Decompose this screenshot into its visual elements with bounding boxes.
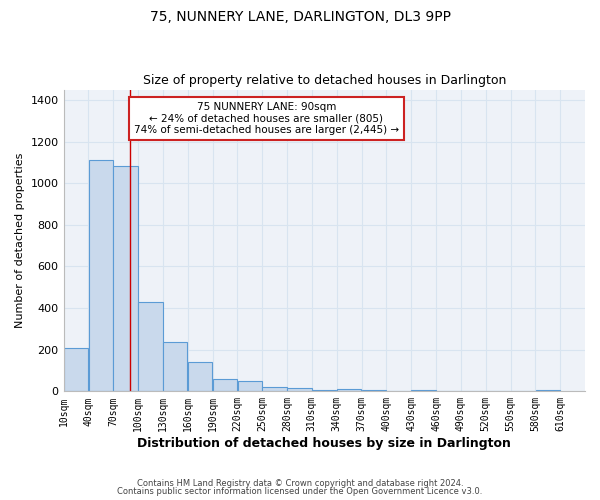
Bar bbox=[138, 302, 163, 392]
Bar bbox=[312, 390, 337, 392]
Text: Contains public sector information licensed under the Open Government Licence v3: Contains public sector information licen… bbox=[118, 487, 482, 496]
Bar bbox=[362, 390, 386, 392]
Y-axis label: Number of detached properties: Number of detached properties bbox=[15, 153, 25, 328]
X-axis label: Distribution of detached houses by size in Darlington: Distribution of detached houses by size … bbox=[137, 437, 511, 450]
Bar bbox=[163, 342, 187, 392]
Bar bbox=[213, 379, 237, 392]
Bar bbox=[337, 390, 361, 392]
Bar bbox=[64, 348, 88, 392]
Bar bbox=[536, 390, 560, 392]
Bar bbox=[89, 160, 113, 392]
Title: Size of property relative to detached houses in Darlington: Size of property relative to detached ho… bbox=[143, 74, 506, 87]
Text: Contains HM Land Registry data © Crown copyright and database right 2024.: Contains HM Land Registry data © Crown c… bbox=[137, 478, 463, 488]
Bar bbox=[412, 390, 436, 392]
Text: 75 NUNNERY LANE: 90sqm
← 24% of detached houses are smaller (805)
74% of semi-de: 75 NUNNERY LANE: 90sqm ← 24% of detached… bbox=[134, 102, 399, 135]
Bar bbox=[188, 362, 212, 392]
Text: 75, NUNNERY LANE, DARLINGTON, DL3 9PP: 75, NUNNERY LANE, DARLINGTON, DL3 9PP bbox=[149, 10, 451, 24]
Bar bbox=[287, 388, 311, 392]
Bar bbox=[238, 382, 262, 392]
Bar bbox=[113, 166, 138, 392]
Bar bbox=[262, 387, 287, 392]
